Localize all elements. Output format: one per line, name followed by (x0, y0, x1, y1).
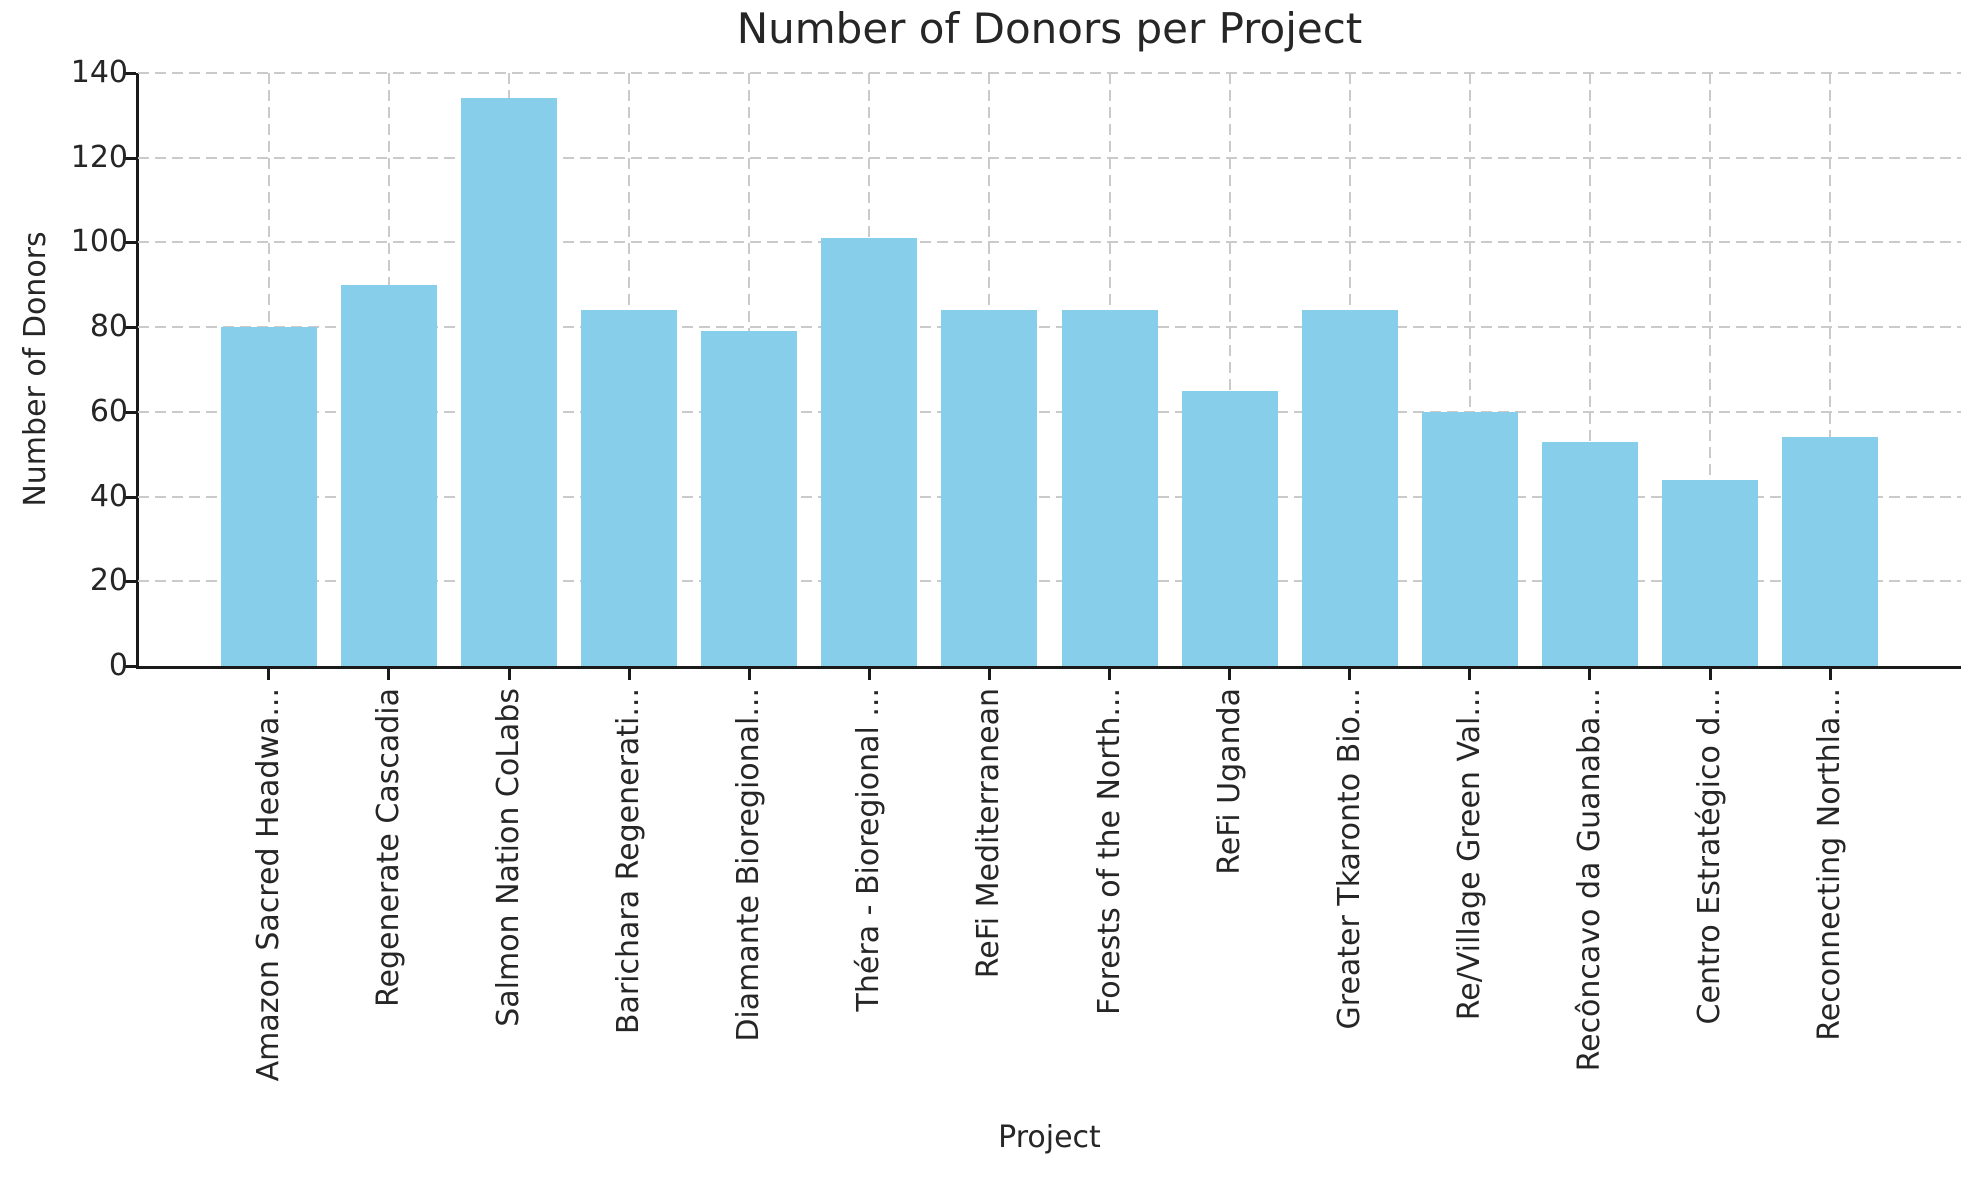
x-tick-label: Théra - Bioregional ... (851, 688, 887, 1012)
x-tick-label: Centro Estratégico d... (1692, 688, 1727, 1025)
y-tick (125, 241, 136, 245)
x-tick (627, 669, 631, 680)
y-tick-label: 40 (89, 478, 128, 514)
chart-title: Number of Donors per Project (736, 4, 1363, 53)
bar (1181, 390, 1278, 666)
bar (1061, 310, 1158, 666)
x-tick-label: Regenerate Cascadia (370, 688, 406, 1007)
x-gridline (1709, 73, 1711, 666)
bar (581, 310, 678, 666)
y-tick-label: 140 (70, 55, 128, 90)
y-gridline (138, 580, 1961, 583)
x-tick-label: Amazon Sacred Headwa... (250, 688, 286, 1082)
bar (340, 284, 438, 666)
x-gridline (1228, 73, 1231, 666)
y-gridline (138, 72, 1961, 74)
y-gridline (138, 410, 1961, 413)
y-tick (125, 156, 136, 160)
y-tick (125, 665, 136, 668)
bar (821, 238, 918, 666)
x-axis-label: Project (998, 1120, 1101, 1155)
plot-area: 0 20 40 60 80 100 120 140 Amazon Sacred Headwa..… (71, 55, 1961, 1081)
x-tick (1588, 669, 1592, 680)
x-tick-label: Barichara Regenerati... (611, 688, 647, 1035)
x-tick (507, 669, 511, 680)
x-tick (747, 669, 751, 680)
x-tick-label: Recôncavo da Guanaba... (1571, 688, 1607, 1072)
x-tick-label: Forests of the North... (1091, 688, 1127, 1015)
x-tick-label: Re/Village Green Val... (1451, 688, 1487, 1021)
y-tick-label: 100 (70, 224, 128, 260)
x-tick-label: Salmon Nation CoLabs (491, 688, 527, 1027)
x-tick (387, 669, 391, 680)
y-tick (125, 326, 136, 330)
y-axis-spine (136, 73, 139, 669)
y-gridline (138, 326, 1961, 329)
bar (220, 327, 317, 666)
bar (1301, 310, 1398, 666)
y-tick-label: 60 (89, 393, 128, 429)
x-tick (867, 669, 871, 680)
y-axis-label: Number of Donors (18, 231, 53, 507)
x-tick (1108, 669, 1112, 680)
x-tick-label: Diamante Bioregional... (731, 688, 767, 1042)
x-tick (1828, 669, 1832, 680)
x-tick (267, 669, 271, 680)
x-gridline (1468, 73, 1471, 666)
bar (1421, 411, 1518, 666)
y-tick-label: 20 (89, 563, 128, 599)
x-tick-label: ReFi Uganda (1211, 688, 1247, 875)
x-gridline (1588, 73, 1591, 666)
x-axis-spine (136, 666, 1961, 669)
y-tick (125, 580, 136, 584)
y-tick (125, 72, 136, 75)
x-tick (987, 669, 991, 680)
x-tick-label: ReFi Mediterranean (971, 688, 1007, 979)
bar (1661, 479, 1759, 666)
x-tick (1708, 669, 1712, 680)
x-tick (1468, 669, 1472, 680)
bar (1541, 441, 1638, 666)
y-tick (125, 410, 136, 414)
x-gridline (1829, 73, 1832, 666)
y-gridline (138, 241, 1961, 244)
y-gridline (138, 495, 1961, 498)
y-gridline (138, 156, 1961, 159)
y-tick-label: 120 (70, 139, 128, 175)
y-tick (125, 495, 136, 499)
bar (1782, 437, 1879, 666)
x-tick (1228, 669, 1232, 680)
bar (461, 98, 558, 666)
bar (941, 310, 1038, 666)
y-tick-label: 80 (89, 309, 128, 345)
x-tick-label: Reconnecting Northla... (1812, 688, 1848, 1041)
bar (701, 331, 798, 666)
y-tick-label: 0 (108, 648, 128, 683)
x-tick (1348, 669, 1352, 680)
x-tick-label: Greater Tkaronto Bio... (1331, 688, 1367, 1030)
